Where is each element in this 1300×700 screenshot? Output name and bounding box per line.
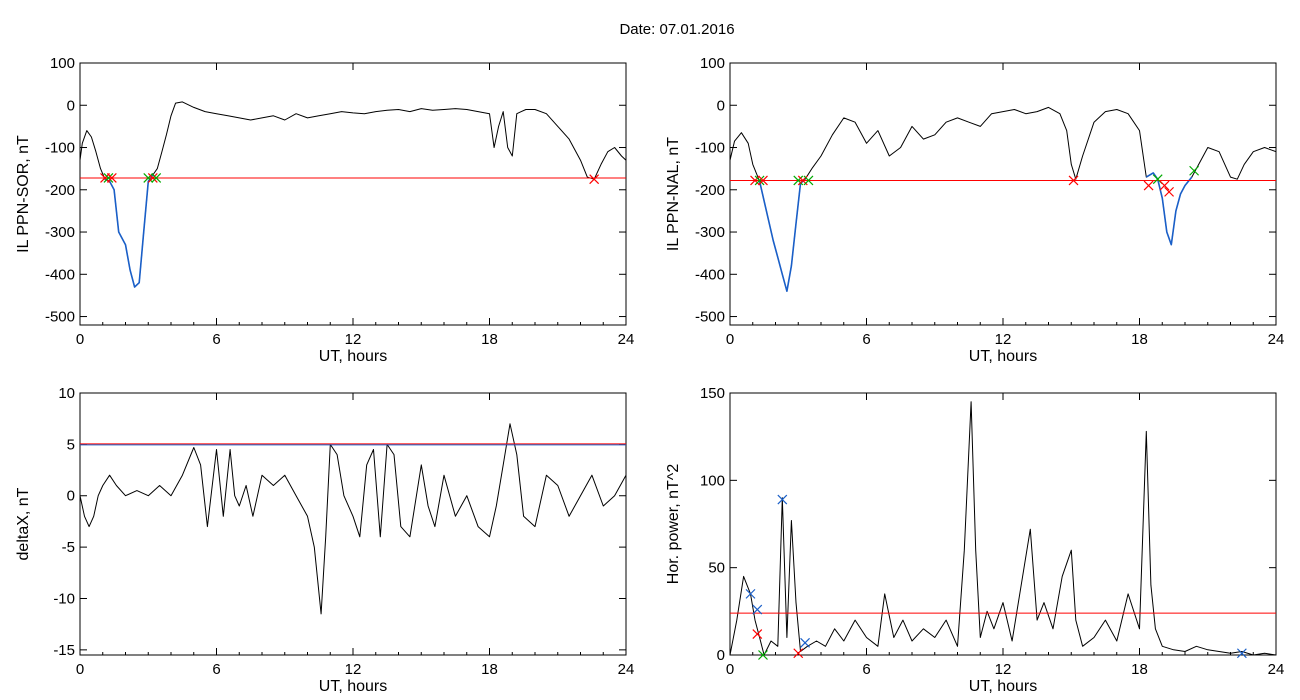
- cross-marker: [1189, 165, 1200, 176]
- y-tick-label: 10: [58, 385, 75, 402]
- y-tick-label: 0: [717, 647, 725, 664]
- cross-marker: [777, 494, 788, 505]
- cross-marker: [793, 648, 804, 659]
- cross-marker: [103, 173, 114, 183]
- plot-area: [80, 101, 626, 288]
- cross-marker: [758, 650, 768, 660]
- panel-nal: 0 6 12 18 24 -500 -400 -300 -200 -100 0 100 UT, hour…: [665, 55, 1284, 365]
- panel-hpow: 0 6 12 18 24 0 50 100 150 UT, hours Hor. power, nT…: [665, 385, 1284, 695]
- y-tick-label: 100: [700, 55, 725, 72]
- x-tick-label: 12: [345, 331, 362, 348]
- y-tick-label: 0: [67, 488, 75, 505]
- y-axis-label: IL PPN-NAL, nT: [665, 137, 682, 251]
- figure-title: Date: 07.01.2016: [619, 21, 734, 38]
- event-series-line: [1145, 172, 1193, 246]
- y-tick-label: 50: [708, 560, 725, 577]
- y-tick-label: 100: [50, 55, 75, 72]
- event-series-line: [104, 174, 154, 288]
- cross-marker: [147, 173, 158, 183]
- x-tick-label: 12: [995, 331, 1012, 348]
- x-tick-label: 18: [481, 661, 498, 678]
- cross-marker: [151, 173, 162, 183]
- signal-series-line: [80, 423, 626, 615]
- cross-marker: [754, 175, 765, 186]
- y-tick-label: -200: [695, 182, 725, 199]
- x-tick-label: 6: [212, 331, 220, 348]
- y-tick-label: -100: [695, 140, 725, 157]
- y-tick-label: -400: [695, 266, 725, 283]
- y-tick-label: -300: [695, 224, 725, 241]
- x-tick-label: 24: [618, 661, 635, 678]
- cross-marker: [750, 175, 760, 186]
- cross-marker: [758, 175, 768, 186]
- y-axis-label: Hor. power, nT^2: [665, 464, 682, 585]
- x-tick-label: 12: [345, 661, 362, 678]
- x-axis-label: UT, hours: [319, 348, 387, 365]
- cross-marker: [1164, 186, 1174, 197]
- x-tick-label: 0: [726, 661, 734, 678]
- y-tick-label: -5: [62, 539, 75, 556]
- y-tick-label: -500: [695, 309, 725, 326]
- y-tick-label: 5: [67, 436, 75, 453]
- x-axis-label: UT, hours: [319, 678, 387, 695]
- plot-frame: [729, 62, 1277, 326]
- y-tick-label: 0: [717, 97, 725, 114]
- cross-marker: [1159, 180, 1170, 191]
- y-tick-label: -300: [45, 224, 75, 241]
- signal-series-line: [730, 106, 1276, 292]
- x-tick-label: 0: [76, 661, 84, 678]
- x-tick-label: 12: [995, 661, 1012, 678]
- y-tick-label: -10: [53, 590, 75, 607]
- y-tick-label: -100: [45, 140, 75, 157]
- y-tick-label: 100: [700, 472, 725, 489]
- x-tick-label: 18: [481, 331, 498, 348]
- plot-area: [730, 106, 1276, 293]
- x-tick-label: 0: [726, 331, 734, 348]
- plot-frame: [79, 62, 627, 326]
- plot-frame: [729, 392, 1277, 656]
- x-axis-label: UT, hours: [969, 348, 1037, 365]
- x-tick-label: 0: [76, 331, 84, 348]
- cross-marker: [803, 175, 814, 186]
- cross-marker: [1143, 180, 1154, 191]
- y-tick-label: 150: [700, 385, 725, 402]
- panel-deltax: 0 6 12 18 24 -15 -10 -5 0 5 10 UT, hours deltaX, nT: [15, 385, 634, 695]
- plot-area: [80, 423, 626, 615]
- cross-marker: [752, 629, 763, 639]
- x-tick-label: 24: [618, 331, 635, 348]
- cross-marker: [1236, 648, 1247, 659]
- x-tick-label: 6: [212, 661, 220, 678]
- y-axis-label: IL PPN-SOR, nT: [15, 135, 32, 253]
- cross-marker: [589, 174, 600, 185]
- plot-frame: [79, 392, 627, 656]
- plot-area: [730, 401, 1276, 655]
- y-tick-label: 0: [67, 97, 75, 114]
- x-tick-label: 18: [1131, 331, 1148, 348]
- cross-marker: [143, 173, 154, 183]
- cross-marker: [106, 173, 117, 183]
- event-series-line: [758, 178, 806, 293]
- y-tick-label: -15: [53, 642, 75, 659]
- x-axis-label: UT, hours: [969, 678, 1037, 695]
- y-tick-label: -200: [45, 182, 75, 199]
- panel-sor: 0 6 12 18 24 -500 -400 -300 -200 -100 0 100 UT, hour…: [15, 55, 634, 365]
- signal-series-line: [730, 401, 1276, 655]
- x-tick-label: 24: [1268, 661, 1285, 678]
- cross-marker: [800, 637, 810, 648]
- y-tick-label: -500: [45, 309, 75, 326]
- x-tick-label: 24: [1268, 331, 1285, 348]
- cross-marker: [793, 175, 804, 186]
- cross-marker: [1068, 175, 1079, 186]
- x-tick-label: 18: [1131, 661, 1148, 678]
- signal-series-line: [80, 101, 626, 288]
- x-tick-label: 6: [862, 331, 870, 348]
- x-tick-label: 6: [862, 661, 870, 678]
- cross-marker: [745, 588, 756, 599]
- y-tick-label: -400: [45, 266, 75, 283]
- y-axis-label: deltaX, nT: [15, 487, 32, 560]
- cross-marker: [752, 604, 763, 615]
